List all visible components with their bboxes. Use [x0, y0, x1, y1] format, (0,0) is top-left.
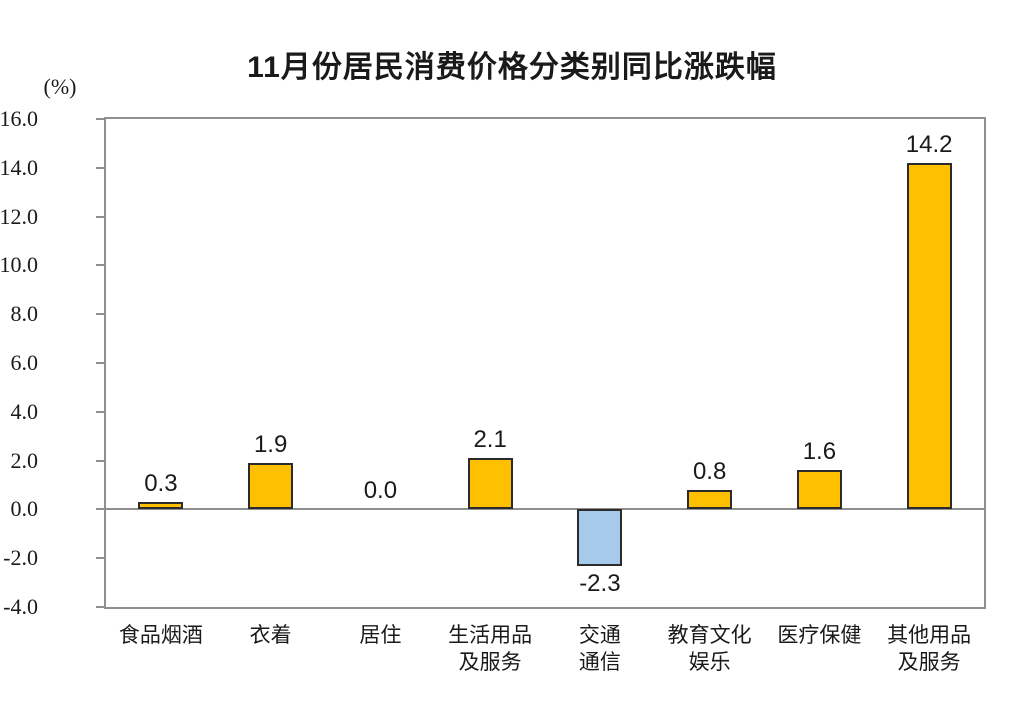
- bar-value-label: -2.3: [579, 569, 621, 597]
- y-tick-label: -2.0: [3, 545, 38, 571]
- y-tick-label: -4.0: [3, 594, 38, 619]
- bar-4: [467, 458, 513, 510]
- y-tick-label: 12.0: [0, 203, 38, 229]
- y-tick-mark: [96, 508, 104, 511]
- bar-value-label: 1.6: [802, 438, 837, 466]
- x-category-label: 交通 通信: [578, 624, 621, 674]
- bar-value-label: 0.8: [692, 457, 727, 485]
- y-tick-mark: [96, 459, 104, 462]
- x-category-label: 生活用品 及服务: [448, 624, 533, 674]
- x-category-label: 衣着: [249, 624, 292, 647]
- bar-value-label: 0.3: [144, 470, 178, 498]
- y-axis-unit-label: (%): [43, 74, 77, 99]
- bar-value-label: 2.1: [473, 426, 507, 454]
- y-tick-mark: [96, 118, 104, 120]
- y-tick-mark: [96, 362, 104, 364]
- chart-title: 11月份居民消费价格分类别同比涨跌幅: [247, 51, 777, 84]
- y-tick-label: 0.0: [10, 496, 39, 522]
- y-tick-mark: [96, 264, 104, 267]
- y-tick-mark: [96, 410, 104, 413]
- y-tick-label: 16.0: [0, 106, 38, 131]
- bar-value-label: 14.2: [905, 130, 953, 158]
- y-tick-mark: [96, 166, 104, 169]
- zero-line: [106, 508, 984, 511]
- y-tick-mark: [96, 606, 104, 608]
- bar-7: [796, 470, 842, 510]
- y-tick-label: 8.0: [10, 301, 39, 327]
- y-tick-label: 10.0: [0, 252, 38, 278]
- bar-6: [687, 489, 733, 510]
- bar-2: [248, 463, 294, 510]
- bar-5: [577, 509, 623, 566]
- bar-1: [138, 502, 184, 510]
- x-category-label: 居住: [359, 624, 402, 647]
- x-category-label: 医疗保健: [777, 624, 862, 647]
- bar-8: [906, 162, 952, 510]
- bar-value-label: 1.9: [253, 431, 288, 459]
- y-tick-mark: [96, 313, 104, 316]
- y-tick-label: 2.0: [10, 447, 39, 473]
- x-category-label: 食品烟酒: [118, 624, 203, 647]
- y-tick-label: 6.0: [10, 350, 39, 375]
- bar-value-label: 0.0: [363, 477, 398, 505]
- y-tick-label: 14.0: [0, 154, 38, 180]
- y-tick-mark: [96, 215, 104, 218]
- x-category-label: 其他用品 及服务: [887, 624, 972, 674]
- x-category-label: 教育文化 娱乐: [667, 624, 752, 674]
- plot-area: 16.0 14.0 12.0 10.0 8.0 6.0 4.0 2.0 0.0 -2.0 -4.0 0…: [0, 106, 986, 674]
- y-tick-label: 4.0: [10, 398, 39, 424]
- y-tick-mark: [96, 557, 104, 560]
